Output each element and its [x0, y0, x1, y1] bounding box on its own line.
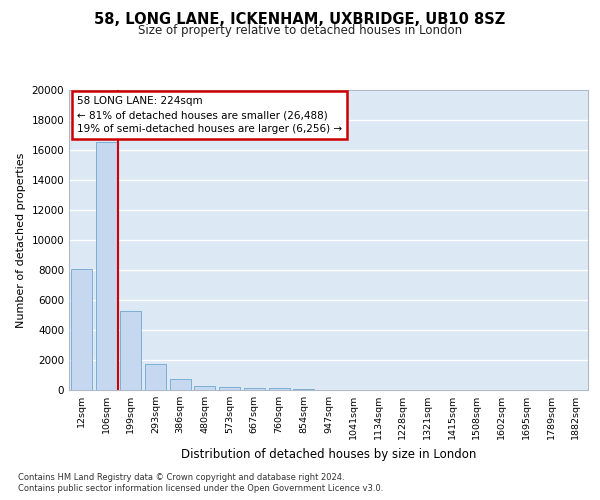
Text: Size of property relative to detached houses in London: Size of property relative to detached ho… — [138, 24, 462, 37]
Bar — [219, 387, 240, 390]
Bar — [95, 142, 116, 390]
Bar — [269, 388, 290, 390]
Bar — [244, 388, 265, 390]
Bar — [293, 389, 314, 390]
Bar — [194, 386, 215, 390]
Bar — [120, 310, 141, 390]
Text: Contains public sector information licensed under the Open Government Licence v3: Contains public sector information licen… — [18, 484, 383, 493]
Text: 58 LONG LANE: 224sqm
← 81% of detached houses are smaller (26,488)
19% of semi-d: 58 LONG LANE: 224sqm ← 81% of detached h… — [77, 96, 342, 134]
X-axis label: Distribution of detached houses by size in London: Distribution of detached houses by size … — [181, 448, 476, 460]
Bar — [71, 268, 92, 390]
Y-axis label: Number of detached properties: Number of detached properties — [16, 152, 26, 328]
Text: 58, LONG LANE, ICKENHAM, UXBRIDGE, UB10 8SZ: 58, LONG LANE, ICKENHAM, UXBRIDGE, UB10 … — [94, 12, 506, 28]
Bar — [145, 364, 166, 390]
Text: Contains HM Land Registry data © Crown copyright and database right 2024.: Contains HM Land Registry data © Crown c… — [18, 472, 344, 482]
Bar — [170, 379, 191, 390]
